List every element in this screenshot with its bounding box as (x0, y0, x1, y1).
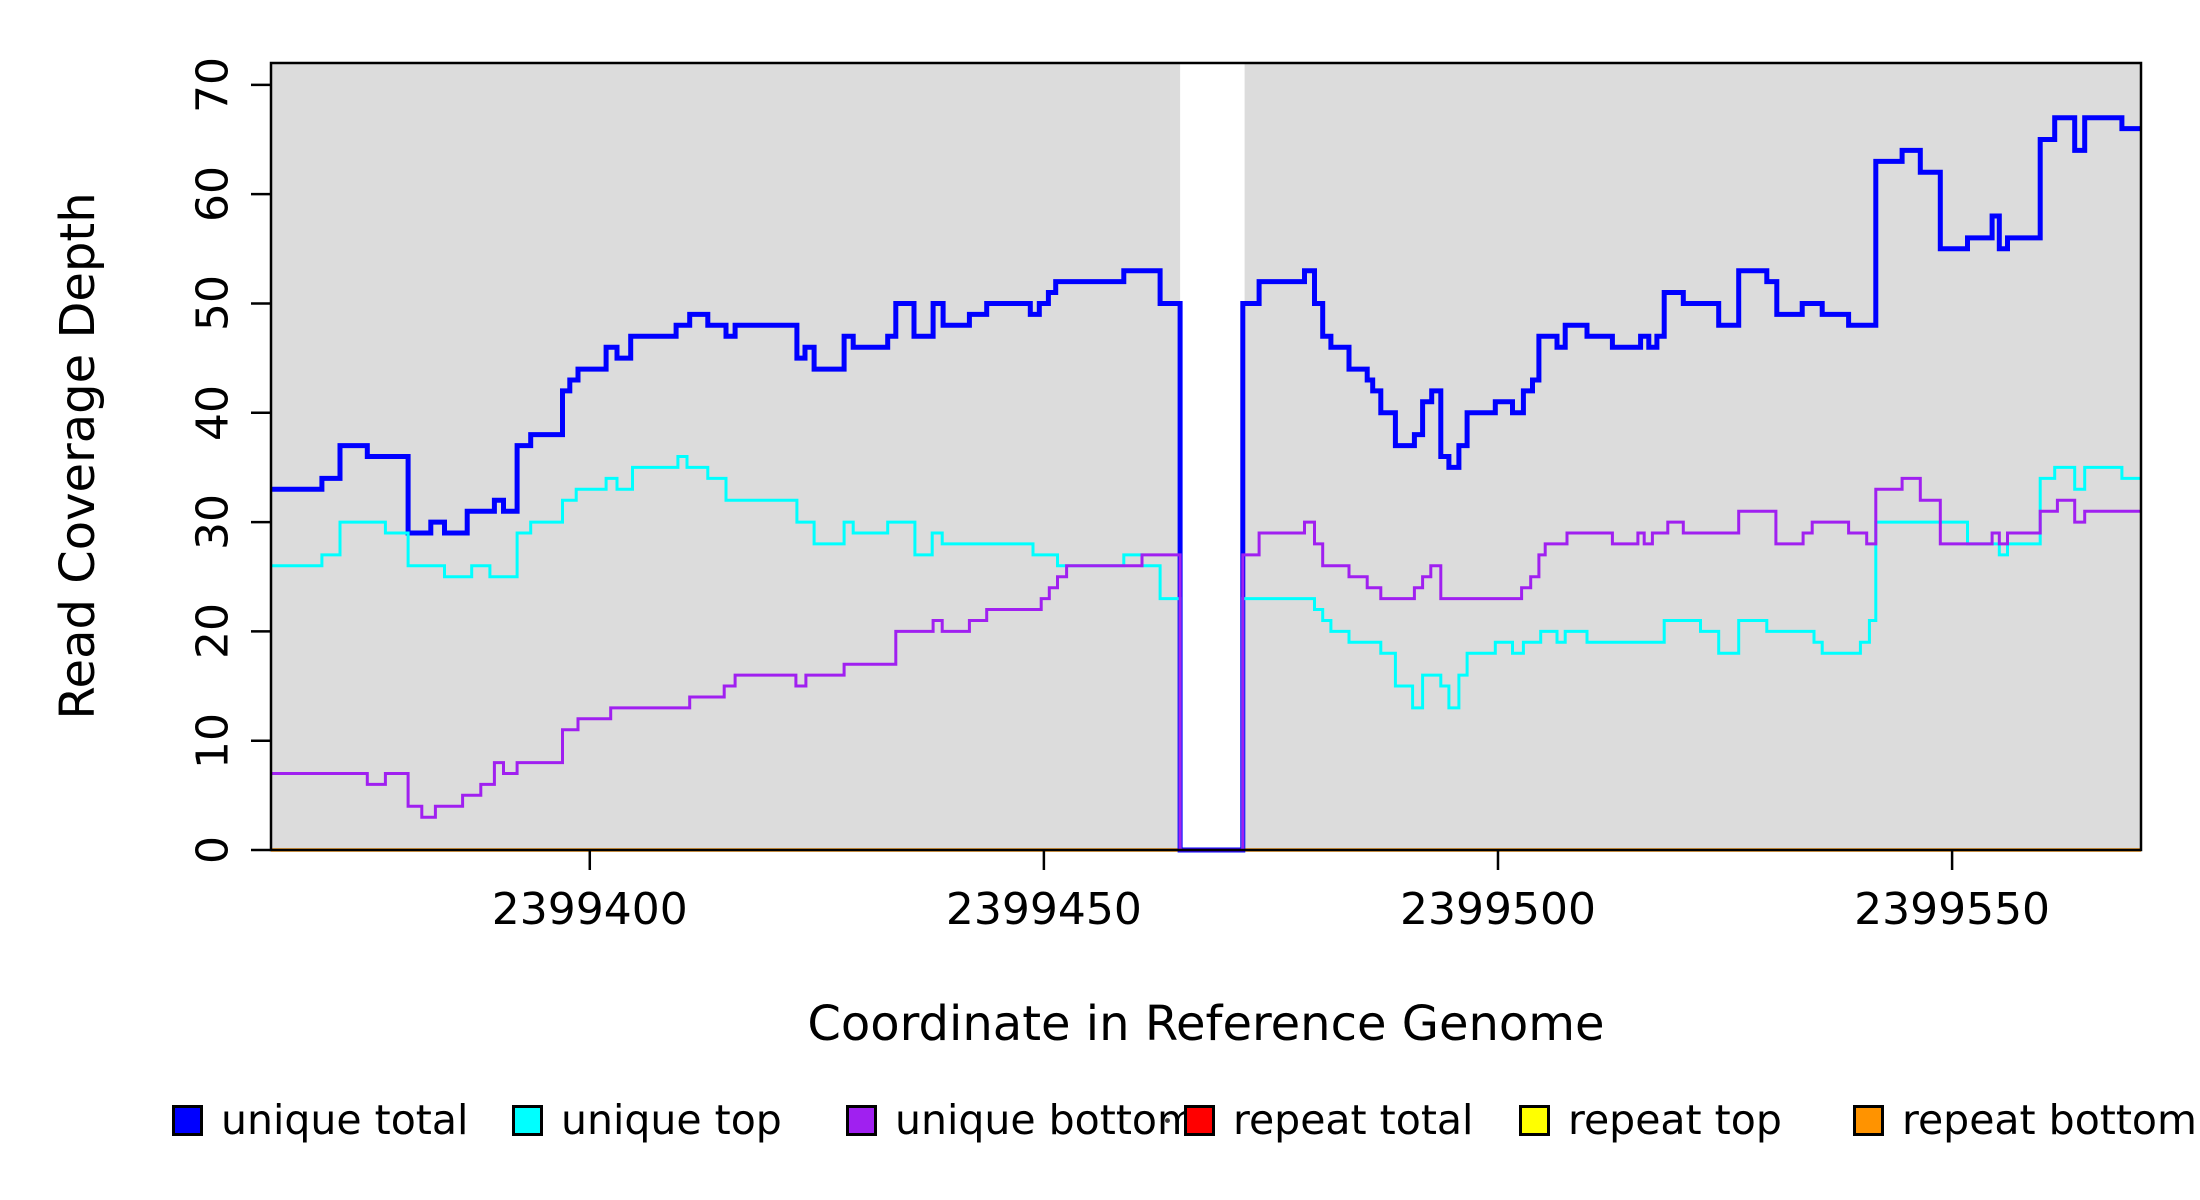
legend-item-unique-bottom: unique bottom (846, 1096, 1197, 1144)
unique-region-left (271, 63, 1181, 850)
legend-swatch-unique-total (172, 1104, 203, 1136)
y-tick-label-0: 0 (187, 836, 239, 864)
y-tick-label-40: 40 (187, 384, 239, 441)
legend-swatch-repeat-top (1519, 1104, 1550, 1136)
legend-item-repeat-total: repeat total (1184, 1096, 1473, 1144)
y-tick-label-60: 60 (187, 166, 239, 223)
legend-label: repeat top (1568, 1096, 1782, 1144)
legend-label: unique bottom (895, 1096, 1197, 1144)
y-axis-title: Read Coverage Depth (50, 192, 106, 720)
legend-label: repeat total (1233, 1096, 1474, 1144)
legend-swatch-unique-top (512, 1104, 543, 1136)
unique-region-right (1244, 63, 2141, 850)
legend-label: unique top (561, 1096, 782, 1144)
legend-item-repeat-bottom: repeat bottom (1853, 1096, 2197, 1144)
plot-border (269, 61, 2143, 852)
legend-item-unique-top: unique top (512, 1096, 782, 1144)
legend-label: repeat bottom (1902, 1096, 2197, 1144)
series-unique-top (271, 455, 2141, 852)
series-unique-total (271, 115, 2141, 853)
y-tick-label-70: 70 (187, 56, 239, 113)
stray-dot-artifact (1165, 1118, 1170, 1123)
y-tick-label-50: 50 (187, 275, 239, 332)
x-tick-label-2399400: 2399400 (491, 884, 688, 935)
y-tick-label-20: 20 (187, 603, 239, 660)
legend-label: unique total (221, 1096, 469, 1144)
x-tick-label-2399550: 2399550 (1854, 884, 2051, 935)
y-tick-label-10: 10 (187, 712, 239, 769)
x-tick-label-2399500: 2399500 (1400, 884, 1596, 935)
legend: unique total unique top unique bottom repea… (0, 1096, 2200, 1156)
legend-item-repeat-top: repeat top (1519, 1096, 1782, 1144)
y-tick-label-30: 30 (187, 494, 239, 551)
legend-swatch-unique-bottom (846, 1104, 877, 1136)
legend-item-unique-total: unique total (172, 1096, 468, 1144)
x-tick-label-2399450: 2399450 (945, 884, 1142, 935)
x-axis-title: Coordinate in Reference Genome (807, 996, 1605, 1052)
legend-swatch-repeat-bottom (1853, 1104, 1884, 1136)
legend-swatch-repeat-total (1184, 1104, 1215, 1136)
series-unique-bottom (271, 476, 2141, 852)
